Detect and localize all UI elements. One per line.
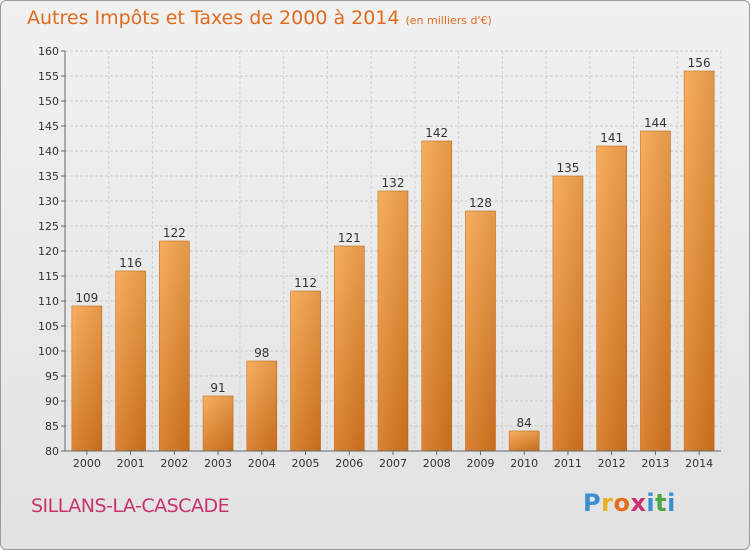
- x-tick-label: 2007: [379, 457, 407, 470]
- x-tick-label: 2014: [685, 457, 713, 470]
- x-tick-label: 2005: [292, 457, 320, 470]
- y-tick-label: 90: [45, 395, 59, 408]
- y-tick-label: 80: [45, 445, 59, 458]
- bar-shade: [334, 246, 365, 451]
- bar-shade: [71, 306, 102, 451]
- x-tick-label: 2000: [73, 457, 101, 470]
- bar-shade: [509, 431, 540, 451]
- data-label: 122: [163, 226, 186, 240]
- y-tick-label: 85: [45, 420, 59, 433]
- y-tick-label: 140: [38, 145, 59, 158]
- bar-shade: [596, 146, 627, 451]
- bar-shade: [378, 191, 408, 451]
- bar-shade: [290, 291, 321, 451]
- bar-shade: [421, 141, 452, 451]
- bar-shade: [465, 211, 496, 451]
- y-tick-label: 95: [45, 370, 59, 383]
- y-tick-label: 160: [38, 45, 59, 58]
- data-label: 141: [600, 131, 623, 145]
- data-label: 98: [254, 346, 269, 360]
- proxiti-logo: Proxiti: [583, 489, 676, 517]
- logo-letter: P: [583, 489, 602, 517]
- y-tick-label: 125: [38, 220, 59, 233]
- y-tick-label: 115: [38, 270, 59, 283]
- data-label: 135: [556, 161, 579, 175]
- x-tick-label: 2004: [248, 457, 276, 470]
- chart-title: Autres Impôts et Taxes de 2000 à 2014 (en…: [27, 7, 492, 29]
- y-tick-label: 145: [38, 120, 59, 133]
- bar-shade: [115, 271, 146, 451]
- y-tick-label: 155: [38, 70, 59, 83]
- bar-layer: [71, 70, 715, 452]
- x-tick-label: 2003: [204, 457, 232, 470]
- data-label: 128: [469, 196, 492, 210]
- bar-shade: [203, 396, 234, 451]
- data-label: 116: [119, 256, 142, 270]
- data-label: 109: [75, 291, 98, 305]
- axis-layer: 80 85 90 95 100 105 110 115 120 125 130 135 140 145 15…: [38, 45, 721, 470]
- y-tick-label: 105: [38, 320, 59, 333]
- x-tick-label: 2006: [335, 457, 363, 470]
- data-label: 142: [425, 126, 448, 140]
- x-tick-label: 2002: [160, 457, 188, 470]
- y-tick-label: 150: [38, 95, 59, 108]
- bar-shade: [684, 71, 715, 451]
- data-label: 84: [517, 416, 532, 430]
- logo-letter: t: [655, 489, 668, 517]
- bar-shade: [246, 361, 277, 451]
- bar-shade: [552, 176, 583, 451]
- data-label: 112: [294, 276, 317, 290]
- x-tick-label: 2010: [510, 457, 538, 470]
- x-tick-label: 2009: [466, 457, 494, 470]
- bar-shade: [640, 131, 671, 451]
- logo-letter: r: [601, 489, 614, 517]
- logo-letter: i: [667, 489, 676, 517]
- x-tick-label: 2011: [554, 457, 582, 470]
- x-tick-label: 2013: [641, 457, 669, 470]
- data-label: 132: [382, 176, 405, 190]
- y-tick-label: 120: [38, 245, 59, 258]
- y-tick-label: 100: [38, 345, 59, 358]
- logo-letter: x: [630, 489, 647, 517]
- logo-letter: o: [613, 489, 631, 517]
- commune-name: SILLANS-LA-CASCADE: [31, 495, 230, 517]
- data-label: 144: [644, 116, 667, 130]
- chart-unit: (en milliers d'€): [405, 14, 492, 27]
- y-tick-label: 135: [38, 170, 59, 183]
- x-tick-label: 2012: [598, 457, 626, 470]
- data-label: 121: [338, 231, 361, 245]
- x-tick-label: 2001: [117, 457, 145, 470]
- y-tick-label: 130: [38, 195, 59, 208]
- label-layer: 109 116 122 91 98 112 121 132 142 128 84 135 141 144 1…: [75, 56, 710, 430]
- chart-title-text: Autres Impôts et Taxes de 2000 à 2014: [27, 7, 400, 29]
- logo-letter: i: [646, 489, 656, 517]
- x-tick-label: 2008: [423, 457, 451, 470]
- bar-shade: [159, 241, 190, 451]
- y-tick-label: 110: [38, 295, 59, 308]
- data-label: 91: [210, 381, 225, 395]
- data-label: 156: [688, 56, 711, 70]
